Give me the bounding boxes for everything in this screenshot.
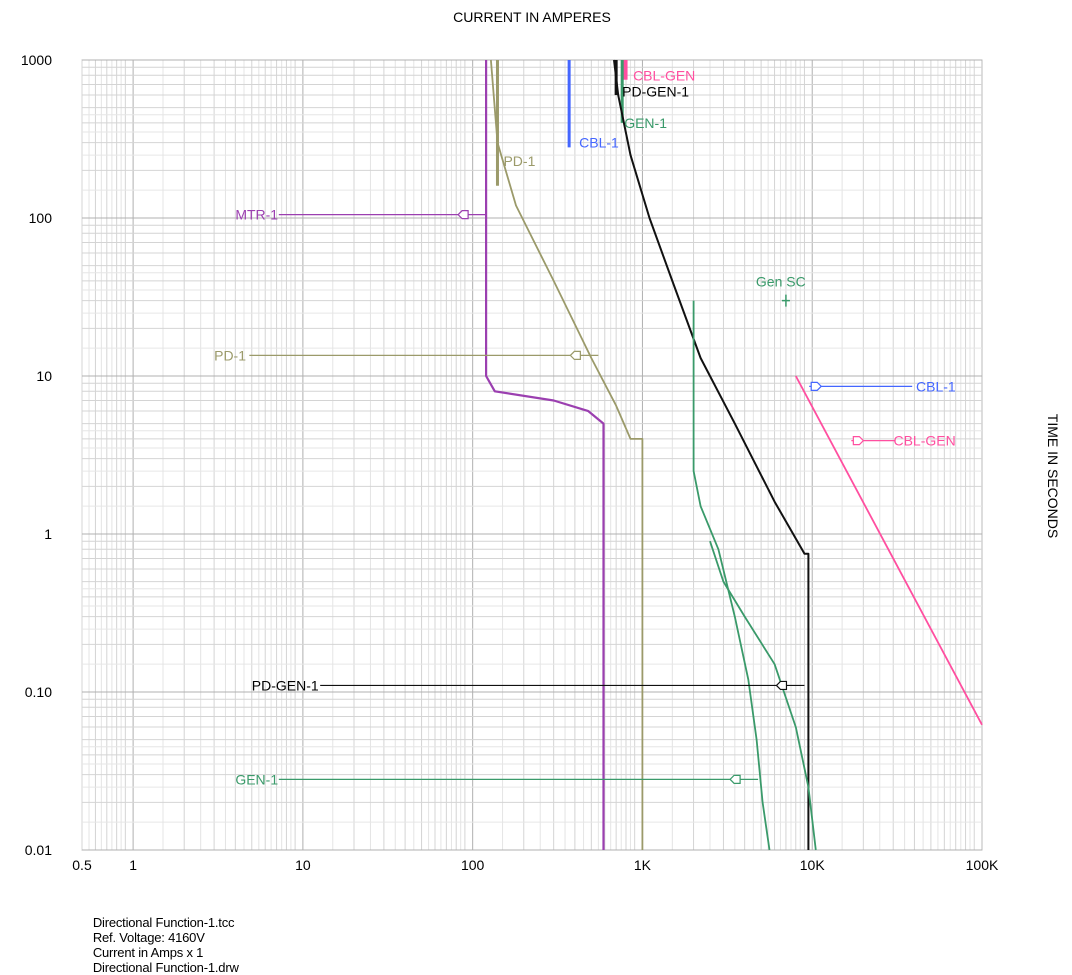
series-line xyxy=(709,540,817,851)
callout-arrow xyxy=(810,381,823,391)
x-tick-label: 1K xyxy=(634,857,652,873)
x-tick-label: 100K xyxy=(966,857,999,873)
tcc-chart: MTR-1 PD-1 PD-GEN-1 GEN-1 CBL-GEN CBL-1 CBL-1 C… xyxy=(21,9,1061,873)
chart-title: CURRENT IN AMPERES xyxy=(453,9,611,25)
x-tick-label: 10 xyxy=(295,857,311,873)
y-tick-label: 0.01 xyxy=(25,842,52,858)
damage-bar-label: GEN-1 xyxy=(624,115,667,131)
x-tick-label: 100 xyxy=(461,857,485,873)
y-axis-label: TIME IN SECONDS xyxy=(1045,414,1061,538)
y-tick-label: 1 xyxy=(44,526,52,542)
footer-ref-voltage: Ref. Voltage: 4160V xyxy=(92,930,205,945)
series-line xyxy=(692,300,771,851)
series-line xyxy=(485,60,605,850)
footer-current-scale: Current in Amps x 1 xyxy=(92,945,204,960)
footer-tcc-file: Directional Function-1.tcc xyxy=(92,915,235,930)
damage-bar-label: PD-GEN-1 xyxy=(622,84,689,100)
damage-bar-label: PD-1 xyxy=(503,153,535,169)
series-line xyxy=(613,59,810,850)
series-label: MTR-1 xyxy=(235,207,278,223)
chart-grid xyxy=(81,59,983,851)
callout-arrow xyxy=(775,680,788,691)
series-line xyxy=(490,59,644,850)
damage-bar-label: CBL-1 xyxy=(579,135,619,151)
series-label: PD-1 xyxy=(214,347,246,363)
y-tick-label: 100 xyxy=(29,210,53,226)
y-tick-label: 1000 xyxy=(21,52,52,68)
x-tick-label: 0.5 xyxy=(72,857,92,873)
series-line xyxy=(795,375,983,726)
y-tick-label: 10 xyxy=(36,368,52,384)
plot-frame xyxy=(81,59,983,851)
series-label: CBL-1 xyxy=(916,378,956,394)
series-label: PD-GEN-1 xyxy=(252,677,319,693)
callout-arrow xyxy=(457,210,469,220)
x-tick-label: 1 xyxy=(129,857,137,873)
callout-arrow xyxy=(852,436,865,446)
curves xyxy=(485,59,983,851)
series-label: CBL-GEN xyxy=(893,433,955,449)
tick-labels: 0.5 1 10 100 1K 10K 100K 0.01 0.10 1 10 100 1000 xyxy=(21,52,999,873)
callout-arrow xyxy=(729,774,741,784)
footer-drawing-file: Directional Function-1.drw xyxy=(92,960,239,975)
series-label: GEN-1 xyxy=(235,771,278,787)
annotation-label: Gen SC xyxy=(756,274,806,290)
callouts: MTR-1 PD-1 PD-GEN-1 GEN-1 CBL-GEN CBL-1 CBL-1 C… xyxy=(214,67,956,787)
y-tick-label: 0.10 xyxy=(25,684,52,700)
callout-arrow xyxy=(569,350,581,361)
footer: Directional Function-1.tcc Ref. Voltage:… xyxy=(86,900,257,975)
damage-bar-label: CBL-GEN xyxy=(633,67,695,83)
x-tick-label: 10K xyxy=(800,857,826,873)
